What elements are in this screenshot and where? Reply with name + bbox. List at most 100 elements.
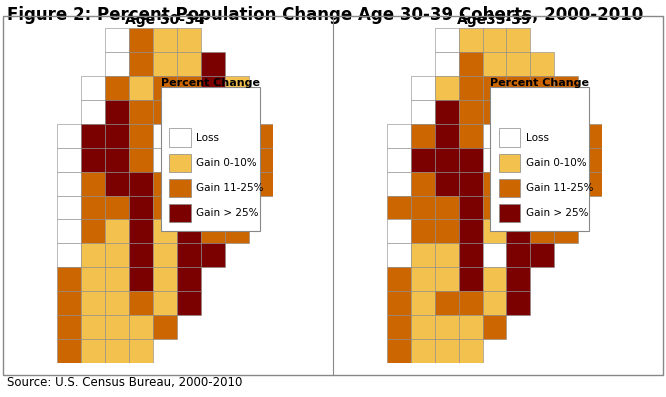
Bar [506,291,530,315]
Bar [459,52,483,76]
Bar [129,339,153,363]
Bar [435,268,459,291]
Bar [176,123,200,148]
Bar [153,315,176,339]
Bar [153,291,176,315]
Bar [483,196,506,220]
Text: Percent Change: Percent Change [490,78,589,88]
Bar [506,268,530,291]
Bar [506,172,530,196]
Bar [105,52,129,76]
Bar [506,76,530,100]
Bar [224,196,248,220]
Bar [169,204,190,222]
Bar [411,148,435,172]
Bar [411,268,435,291]
Bar [459,220,483,243]
Bar [387,123,411,148]
Bar [105,243,129,268]
Bar [387,220,411,243]
Bar [530,196,554,220]
Bar [387,148,411,172]
Bar [153,243,176,268]
Bar [105,172,129,196]
Bar [176,196,200,220]
Bar [459,28,483,52]
Bar [499,204,520,222]
Text: Percent Change: Percent Change [161,78,260,88]
Bar [435,196,459,220]
Bar [554,196,578,220]
Text: Gain 0‐10%: Gain 0‐10% [196,158,256,168]
Bar [411,76,435,100]
Bar [153,100,176,123]
Bar [435,100,459,123]
Bar [530,148,554,172]
Bar [224,76,248,100]
Bar [435,52,459,76]
Bar [459,76,483,100]
Bar [411,220,435,243]
Text: Loss: Loss [196,133,219,143]
Bar [483,28,506,52]
Bar [129,123,153,148]
Bar [248,172,272,196]
Bar [153,52,176,76]
Bar [105,268,129,291]
Bar [554,220,578,243]
Bar [459,172,483,196]
Bar [81,196,105,220]
Bar [105,28,129,52]
Bar [129,315,153,339]
Bar [57,268,81,291]
Bar [459,100,483,123]
Bar [411,196,435,220]
Bar [57,220,81,243]
Bar [81,123,105,148]
Bar [57,172,81,196]
Bar [105,148,129,172]
Bar [411,339,435,363]
Bar [499,129,520,147]
Bar [81,148,105,172]
Bar [169,154,190,172]
Bar [57,196,81,220]
Bar [129,243,153,268]
Bar [554,123,578,148]
Bar [224,123,248,148]
Bar [105,220,129,243]
Text: Gain 11‐25%: Gain 11‐25% [525,183,593,193]
Bar [153,172,176,196]
Bar [129,268,153,291]
Bar [153,220,176,243]
Bar [200,148,224,172]
Bar [176,268,200,291]
Bar [153,28,176,52]
Bar [554,76,578,100]
Text: Gain 11‐25%: Gain 11‐25% [196,183,264,193]
Bar [200,100,224,123]
Bar [224,148,248,172]
Bar [578,123,602,148]
Bar [153,196,176,220]
Bar [506,28,530,52]
Bar [483,268,506,291]
Bar [200,123,224,148]
Bar [105,123,129,148]
Title: Age35-39: Age35-39 [458,13,531,27]
Bar [153,268,176,291]
Bar [81,100,105,123]
Bar [169,179,190,197]
Bar [411,172,435,196]
Bar [200,220,224,243]
Title: Age 30-34: Age 30-34 [125,13,204,27]
Bar [387,196,411,220]
Bar [483,243,506,268]
Bar [176,148,200,172]
Bar [530,243,554,268]
Bar [248,148,272,172]
Bar [459,268,483,291]
Bar [554,148,578,172]
Text: Gain > 25%: Gain > 25% [196,208,258,218]
Bar [483,52,506,76]
